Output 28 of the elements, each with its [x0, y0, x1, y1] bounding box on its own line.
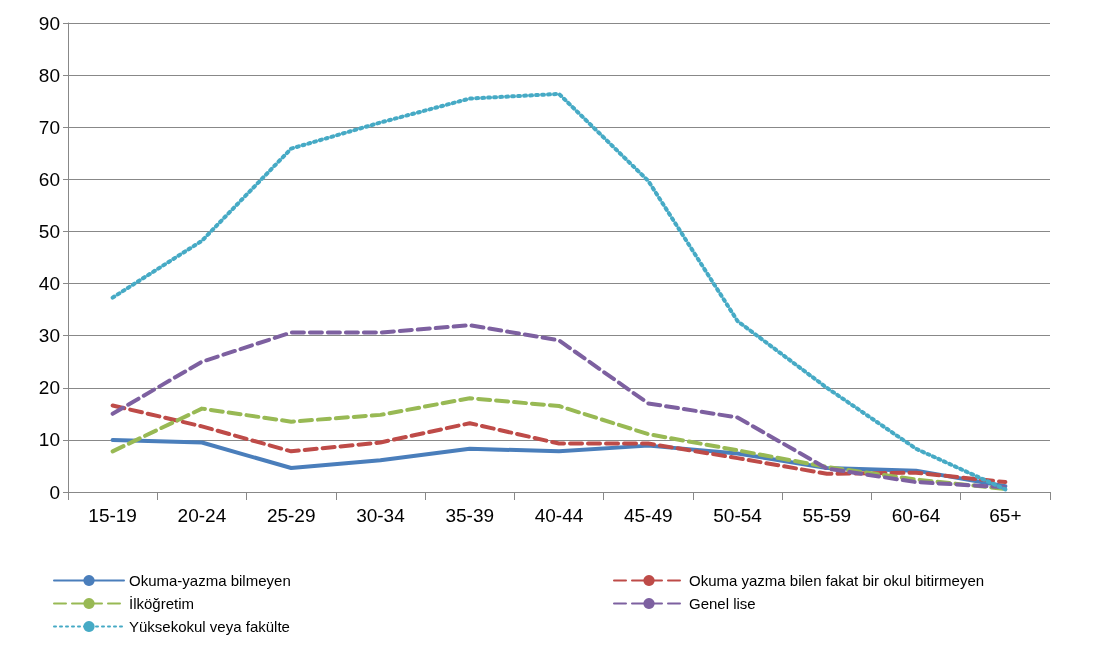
x-tick-label: 35-39: [445, 505, 495, 526]
x-tick-label: 65+: [989, 505, 1022, 526]
y-tick-label: 70: [38, 116, 60, 138]
x-tick-label: 45-49: [623, 505, 673, 526]
y-tick-label: 30: [38, 325, 60, 347]
x-tick-label: 40-44: [534, 505, 584, 526]
x-tick-label: 50-54: [713, 505, 763, 526]
y-tick-label: 10: [38, 429, 60, 451]
legend-label: İlköğretim: [129, 595, 195, 612]
x-tick-label: 20-24: [177, 505, 227, 526]
legend-label: Okuma yazma bilen fakat bir okul bitirmeyen: [689, 572, 985, 589]
x-tick-label: 55-59: [802, 505, 852, 526]
x-tick-label: 30-34: [356, 505, 406, 526]
y-tick-label: 60: [38, 168, 60, 190]
y-tick-label: 90: [38, 12, 60, 34]
legend-label: Okuma-yazma bilmeyen: [129, 572, 291, 589]
x-tick-label: 25-29: [266, 505, 316, 526]
legend-label: Genel lise: [689, 595, 756, 612]
y-tick-label: 0: [49, 481, 60, 503]
y-tick-label: 20: [38, 377, 60, 399]
y-tick-label: 40: [38, 273, 60, 295]
line-series: [110, 323, 1008, 490]
y-tick-label: 80: [38, 64, 60, 86]
y-tick-label: 50: [38, 220, 60, 242]
line-series: [110, 91, 1008, 492]
legend-label: Yüksekokul veya fakülte: [129, 618, 290, 635]
x-tick-label: 60-64: [891, 505, 941, 526]
x-tick-label: 15-19: [88, 505, 137, 526]
